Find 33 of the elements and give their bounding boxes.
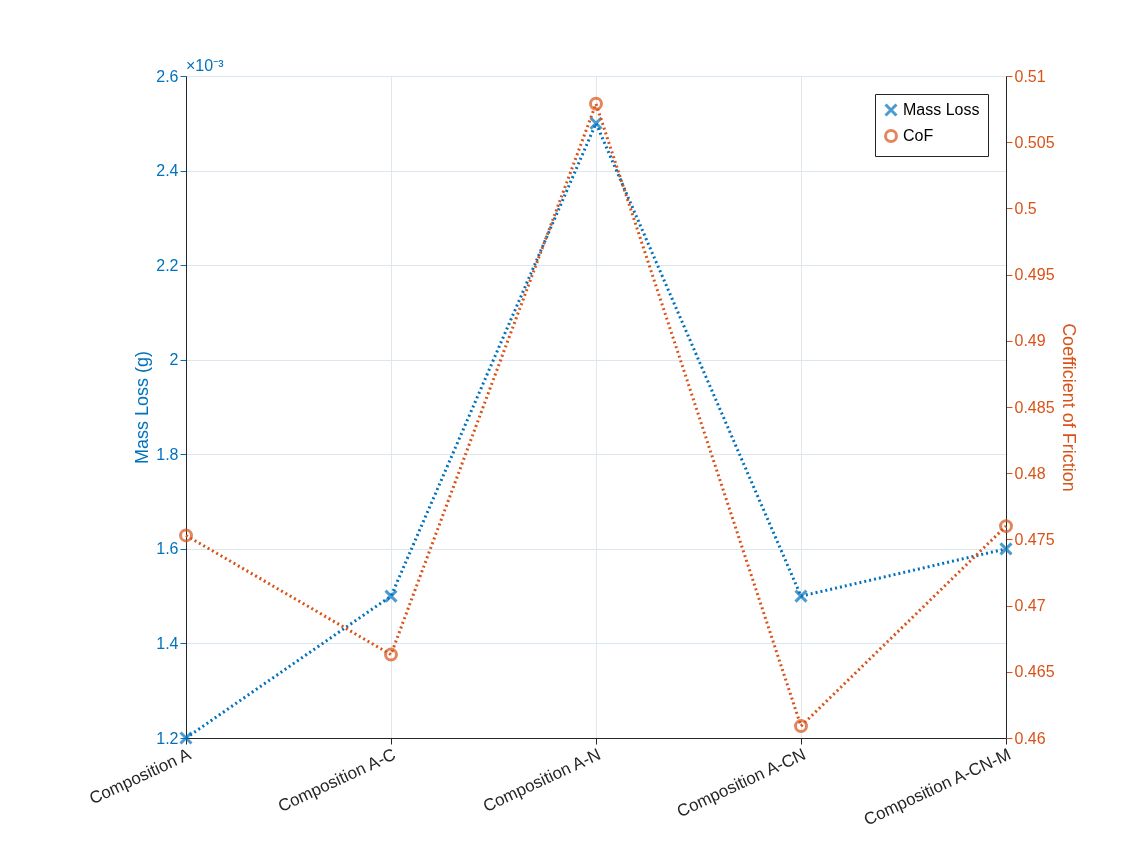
y2-tick-label: 0.5 xyxy=(1014,199,1037,217)
point xyxy=(384,647,398,662)
point xyxy=(999,519,1013,534)
y-axis-title: Mass Loss (g) xyxy=(132,350,153,465)
y2-axis-title: Coefficient of Friction xyxy=(1058,323,1079,492)
y-tick-label: 2.6 xyxy=(156,67,179,85)
y2-tick-label: 0.46 xyxy=(1014,729,1046,747)
y-tick-label: 1.2 xyxy=(156,729,179,747)
point xyxy=(999,541,1013,556)
point xyxy=(794,589,808,604)
y2-tick-label: 0.51 xyxy=(1014,67,1046,85)
y2-tick-label: 0.48 xyxy=(1014,464,1046,482)
point xyxy=(179,528,193,543)
y-tick-label: 1.6 xyxy=(156,540,179,558)
y2-tick-label: 0.475 xyxy=(1014,530,1055,548)
y2-tick-label: 0.495 xyxy=(1014,266,1055,284)
y2-tick-label: 0.465 xyxy=(1014,663,1055,681)
y2-tick-label: 0.485 xyxy=(1014,398,1055,416)
y2-tick-label: 0.47 xyxy=(1014,597,1046,615)
y2-tick-label: 0.505 xyxy=(1014,133,1055,151)
legend-label: CoF xyxy=(903,127,934,144)
y-tick-label: 2 xyxy=(169,351,179,369)
y2-tick-label: 0.49 xyxy=(1014,332,1046,350)
point xyxy=(179,731,193,745)
text: ×10⁻³ xyxy=(186,57,225,74)
point xyxy=(384,589,398,604)
point xyxy=(794,719,808,734)
y-tick-label: 2.2 xyxy=(156,256,179,274)
y-tick-label: 1.4 xyxy=(156,634,179,652)
y-tick-label: 2.4 xyxy=(156,162,179,180)
y-tick-label: 1.8 xyxy=(156,445,179,463)
point xyxy=(589,96,603,111)
legend-label: Mass Loss xyxy=(903,101,980,118)
